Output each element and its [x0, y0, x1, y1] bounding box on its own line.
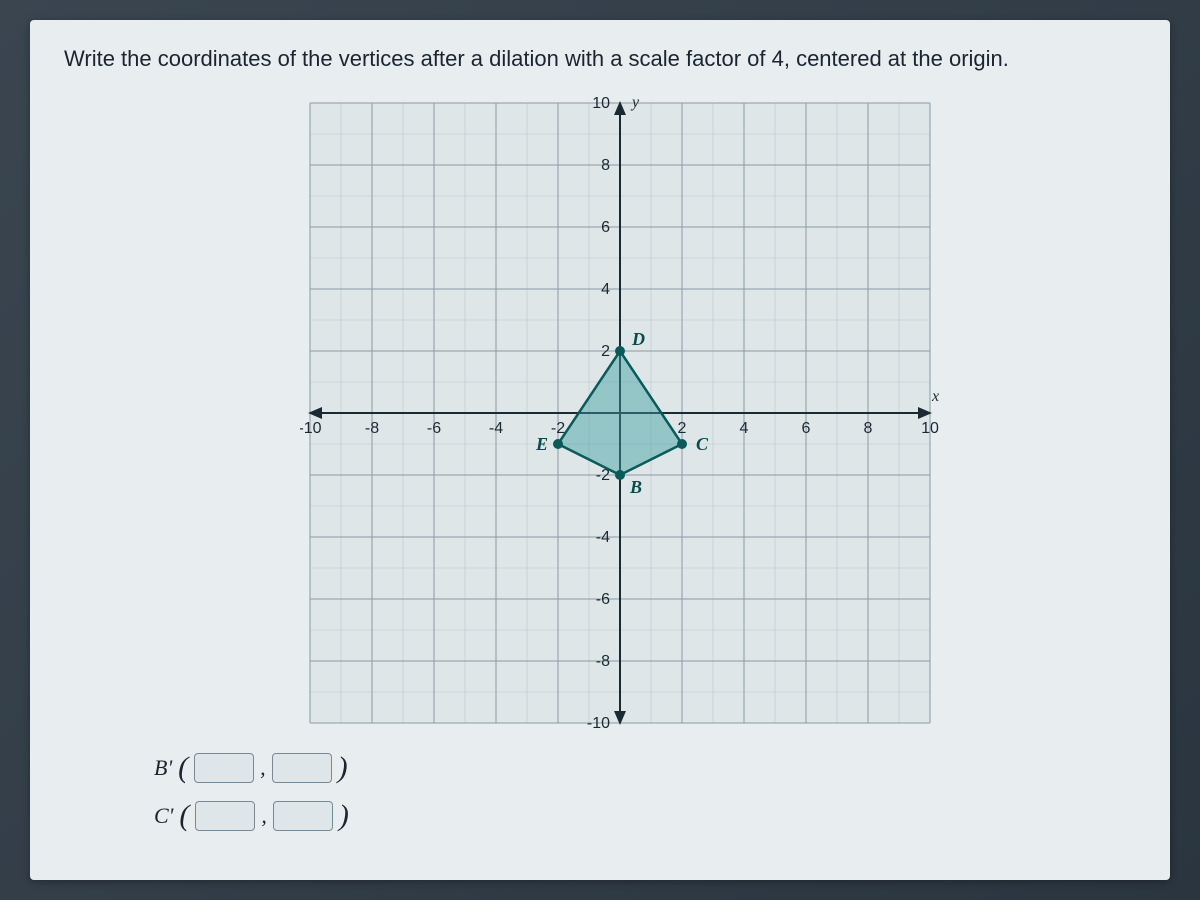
svg-text:8: 8 — [601, 157, 610, 174]
answer-c-x-input[interactable] — [195, 801, 255, 831]
answer-label-c: C' — [154, 803, 173, 829]
svg-text:-10: -10 — [587, 715, 610, 732]
svg-text:-4: -4 — [596, 529, 610, 546]
paren-close: ) — [339, 799, 349, 833]
svg-text:2: 2 — [678, 420, 687, 437]
answer-row-c: C' ( , ) — [154, 799, 1136, 833]
worksheet-page: Write the coordinates of the vertices af… — [30, 20, 1170, 880]
svg-text:10: 10 — [592, 95, 610, 112]
svg-text:-8: -8 — [596, 653, 610, 670]
answer-row-b: B' ( , ) — [154, 751, 1136, 785]
chart-container: -10-8-6-4-2246810-10-8-6-4-2246810xyDCBE — [64, 93, 1136, 733]
paren-open: ( — [178, 751, 188, 785]
svg-text:y: y — [630, 94, 640, 111]
svg-text:-4: -4 — [489, 420, 503, 437]
svg-text:B: B — [629, 477, 642, 497]
paren-open: ( — [179, 799, 189, 833]
question-text: Write the coordinates of the vertices af… — [64, 42, 1136, 75]
answer-c-y-input[interactable] — [273, 801, 333, 831]
svg-text:8: 8 — [864, 420, 873, 437]
svg-text:-6: -6 — [596, 591, 610, 608]
answer-label-b: B' — [154, 755, 172, 781]
svg-text:-8: -8 — [365, 420, 379, 437]
paren-close: ) — [338, 751, 348, 785]
svg-text:4: 4 — [740, 420, 749, 437]
svg-text:6: 6 — [601, 219, 610, 236]
svg-text:4: 4 — [601, 281, 610, 298]
svg-text:10: 10 — [921, 420, 939, 437]
answer-b-x-input[interactable] — [194, 753, 254, 783]
svg-text:C: C — [696, 434, 709, 454]
svg-text:x: x — [931, 388, 939, 405]
svg-text:D: D — [631, 329, 645, 349]
svg-text:-10: -10 — [300, 420, 322, 437]
answer-section: B' ( , ) C' ( , ) — [64, 751, 1136, 833]
svg-text:-6: -6 — [427, 420, 441, 437]
comma: , — [260, 755, 266, 781]
answer-b-y-input[interactable] — [272, 753, 332, 783]
comma: , — [261, 803, 267, 829]
coordinate-plane: -10-8-6-4-2246810-10-8-6-4-2246810xyDCBE — [300, 93, 940, 733]
svg-text:2: 2 — [601, 343, 610, 360]
svg-text:6: 6 — [802, 420, 811, 437]
svg-text:E: E — [535, 434, 548, 454]
